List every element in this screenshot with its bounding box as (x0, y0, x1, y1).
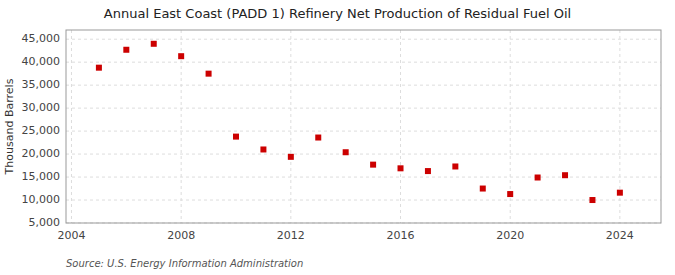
point (452, 163, 458, 169)
y-grid-line (66, 85, 661, 86)
point (562, 172, 568, 178)
x-grid-line (400, 30, 401, 223)
y-tick-label: 10,000 (22, 193, 61, 206)
x-tick-label: 2020 (496, 229, 524, 242)
points (96, 41, 623, 203)
y-grid-line (66, 200, 661, 201)
point (96, 65, 102, 71)
point (343, 149, 349, 155)
point (288, 154, 294, 160)
y-grid-line (66, 39, 661, 40)
y-axis-label: Thousand Barrels (3, 78, 16, 175)
y-grid-line (66, 131, 661, 132)
y-tick-label: 30,000 (22, 101, 61, 114)
chart: 5,000 10,000 15,000 20,000 25,000 30,000 35,00… (0, 0, 675, 275)
plot-frame (66, 30, 661, 223)
point (617, 190, 623, 196)
point (507, 191, 513, 197)
x-tick-label: 2012 (277, 229, 305, 242)
point (315, 135, 321, 141)
source-note: Source: U.S. Energy Information Administ… (66, 258, 303, 269)
y-grid-line (66, 108, 661, 109)
x-grid-line (290, 30, 291, 223)
axes: 5,000 10,000 15,000 20,000 25,000 30,000 35,00… (22, 30, 662, 242)
y-tick-label: 35,000 (22, 78, 61, 91)
point (206, 71, 212, 77)
x-tick-label: 2008 (167, 229, 195, 242)
grid (66, 30, 661, 223)
title: Annual East Coast (PADD 1) Refinery Net … (104, 6, 571, 21)
x-tick-label: 2024 (606, 229, 634, 242)
point (425, 168, 431, 174)
y-tick-label: 15,000 (22, 170, 61, 183)
point (178, 53, 184, 59)
y-grid-line (66, 154, 661, 155)
point (260, 146, 266, 152)
point (480, 186, 486, 192)
point (123, 47, 129, 53)
y-tick-label: 25,000 (22, 124, 61, 137)
point (233, 134, 239, 140)
y-tick-label: 45,000 (22, 32, 61, 45)
y-grid-line (66, 177, 661, 178)
y-tick-label: 5,000 (29, 216, 61, 229)
point (370, 162, 376, 168)
point (535, 175, 541, 181)
point (151, 41, 157, 47)
point (589, 197, 595, 203)
x-tick-label: 2016 (387, 229, 415, 242)
point (398, 165, 404, 171)
y-grid-line (66, 62, 661, 63)
page: {"chart_data": {"type": "scatter", "titl… (0, 0, 675, 275)
y-tick-label: 20,000 (22, 147, 61, 160)
x-tick-label: 2004 (57, 229, 85, 242)
y-tick-label: 40,000 (22, 55, 61, 68)
x-grid-line (71, 30, 72, 223)
